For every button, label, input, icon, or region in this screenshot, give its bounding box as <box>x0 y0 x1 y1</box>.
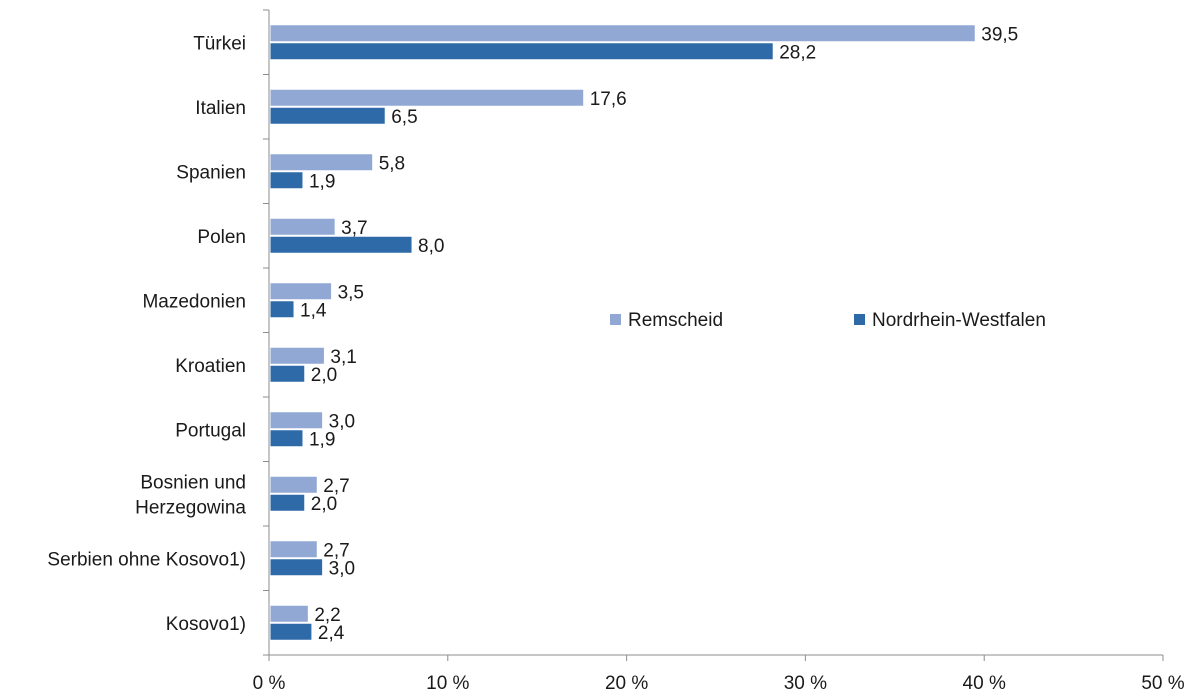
data-label: 28,2 <box>779 42 816 63</box>
bar-remscheid <box>269 88 585 107</box>
x-tick-labels: 0 % 10 % 20 % 30 % 40 % 50 % <box>253 673 1185 694</box>
bar-nrw <box>269 429 304 448</box>
legend-swatch <box>610 314 621 325</box>
data-label: 3,7 <box>341 218 367 239</box>
bar-remscheid <box>269 282 333 301</box>
legend-swatch <box>854 314 865 325</box>
bar-nrw <box>269 622 313 641</box>
category-label: Portugal <box>175 420 246 441</box>
bar-nrw <box>269 493 306 512</box>
x-tick-label: 0 % <box>253 673 286 694</box>
data-label: 2,7 <box>323 476 349 497</box>
data-label: 3,5 <box>338 282 364 303</box>
data-label: 2,4 <box>318 623 345 644</box>
data-label: 39,5 <box>981 24 1018 45</box>
data-label: 2,0 <box>311 365 337 386</box>
data-label: 3,0 <box>329 411 355 432</box>
x-tick-label: 10 % <box>426 673 469 694</box>
bars <box>269 24 976 641</box>
category-label: Kosovo1) <box>166 614 246 635</box>
bar-nrw <box>269 171 304 190</box>
category-label: Polen <box>197 227 246 248</box>
category-label: Serbien ohne Kosovo1) <box>47 549 246 570</box>
category-label: Mazedonien <box>142 291 246 312</box>
bar-remscheid <box>269 153 374 172</box>
bar-remscheid <box>269 411 324 430</box>
data-label: 1,4 <box>300 300 327 321</box>
data-label: 3,0 <box>329 558 355 579</box>
bar-remscheid <box>269 475 318 494</box>
axes <box>263 9 1164 661</box>
bar-nrw <box>269 558 324 577</box>
x-tick-label: 40 % <box>963 673 1006 694</box>
data-label: 6,5 <box>391 107 417 128</box>
data-label: 1,9 <box>309 429 335 450</box>
data-label: 2,2 <box>314 605 340 626</box>
data-label: 8,0 <box>418 236 444 257</box>
bar-remscheid <box>269 24 976 43</box>
bar-nrw <box>269 364 306 383</box>
bar-remscheid <box>269 540 318 559</box>
data-label: 17,6 <box>590 89 627 110</box>
bar-nrw <box>269 106 386 125</box>
data-label: 3,1 <box>330 347 356 368</box>
data-label: 1,9 <box>309 171 335 192</box>
bar-nrw <box>269 300 295 319</box>
data-label: 2,7 <box>323 540 349 561</box>
legend-label: Nordrhein-Westfalen <box>872 310 1046 331</box>
bar-nrw <box>269 235 413 254</box>
data-label: 5,8 <box>379 153 405 174</box>
category-label: Türkei <box>193 33 246 54</box>
legend-label: Remscheid <box>628 310 723 331</box>
category-label: Spanien <box>176 162 246 183</box>
category-label: Italien <box>195 98 246 119</box>
category-labels: Türkei Italien Spanien Polen Mazedonien Kroat… <box>47 33 246 635</box>
bar-remscheid <box>269 217 336 236</box>
data-label: 2,0 <box>311 494 337 515</box>
bar-remscheid <box>269 346 325 365</box>
category-label: Herzegowina <box>135 497 246 518</box>
x-tick-label: 50 % <box>1141 673 1184 694</box>
category-label: Kroatien <box>175 356 246 377</box>
data-labels: 39,528,217,66,55,81,93,78,03,51,43,12,03… <box>300 24 1018 644</box>
category-label: Bosnien und <box>140 472 246 493</box>
bar-remscheid <box>269 604 309 623</box>
x-tick-label: 30 % <box>784 673 827 694</box>
bar-nrw <box>269 42 774 61</box>
x-tick-label: 20 % <box>605 673 648 694</box>
legend: Remscheid Nordrhein-Westfalen <box>610 310 1046 331</box>
